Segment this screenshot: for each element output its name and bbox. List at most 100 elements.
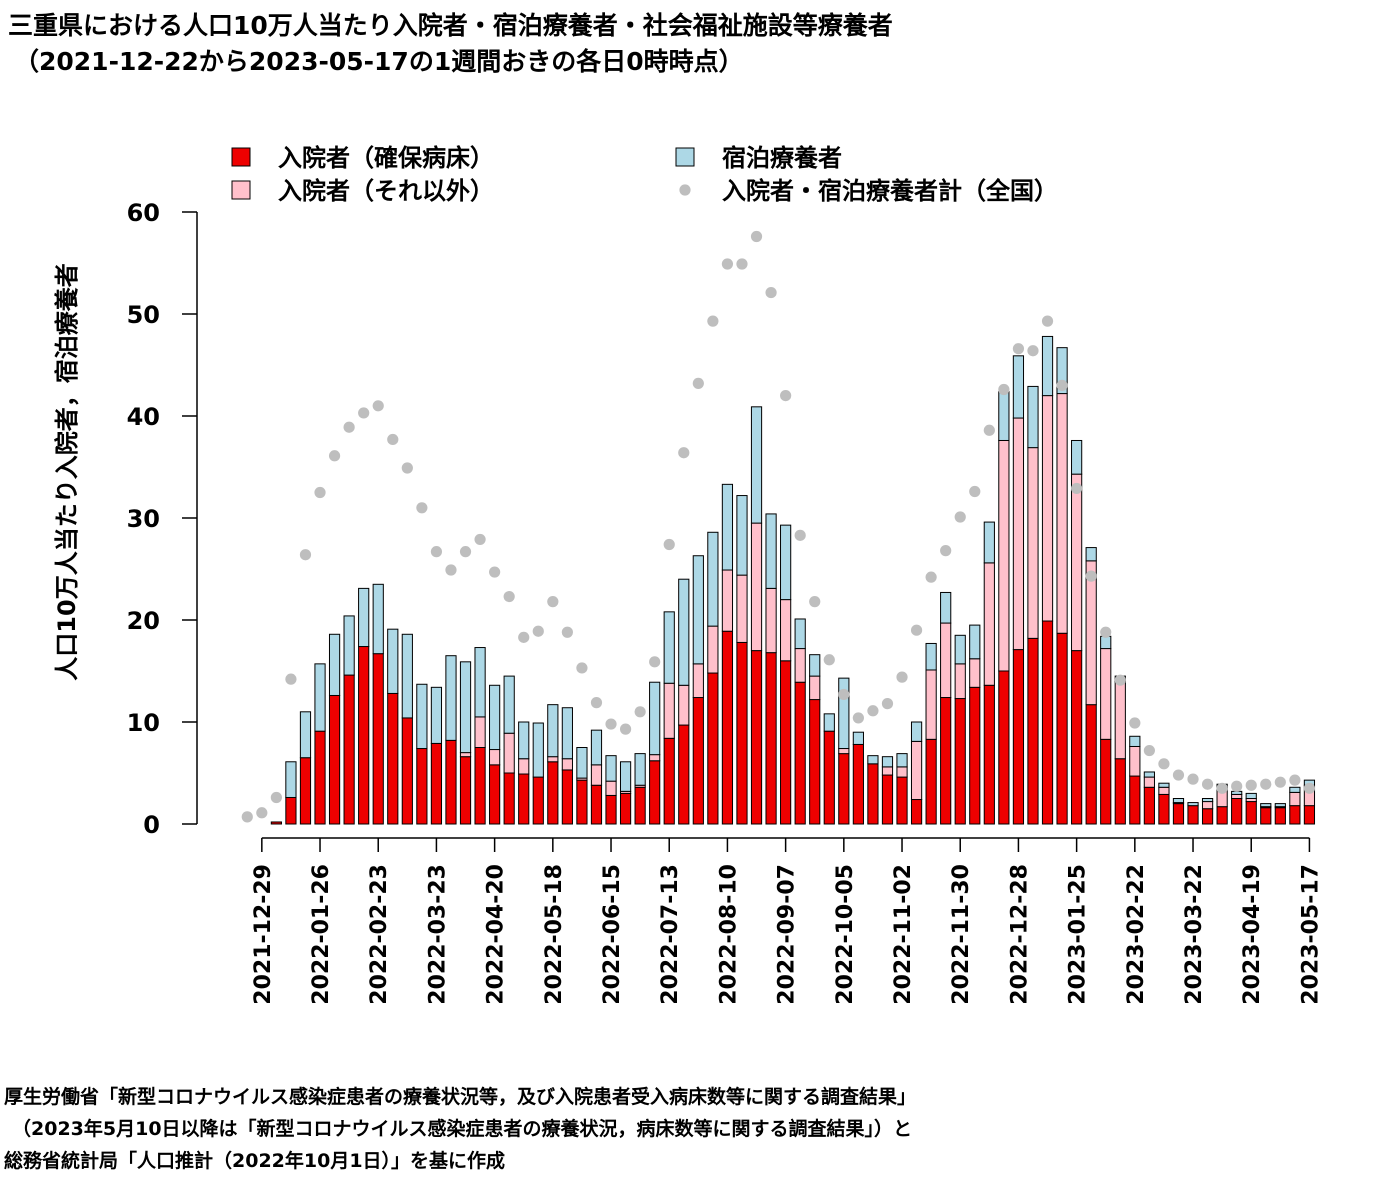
legend-swatch — [231, 147, 251, 167]
y-axis: 0 10 20 30 40 50 60 — [127, 199, 198, 839]
national-dot — [387, 433, 399, 446]
bar-hosp-secured — [838, 753, 850, 825]
x-tick-label: 2022-07-13 — [658, 864, 683, 1005]
bar-hosp-other — [1201, 801, 1214, 810]
bar-hotel — [852, 731, 864, 745]
bar-hotel — [561, 707, 573, 760]
bar-hosp-secured — [634, 786, 646, 825]
bar-hotel — [867, 755, 879, 765]
bar-hotel — [838, 677, 850, 750]
bar-hosp-secured — [692, 697, 704, 825]
national-dot — [765, 286, 777, 299]
bar-hotel — [1012, 355, 1025, 419]
national-dot — [1274, 776, 1286, 788]
bar-hosp-secured — [474, 747, 486, 825]
bar-hotel — [489, 684, 501, 751]
x-tick-label: 2022-09-07 — [775, 864, 800, 1005]
bar-hotel — [1041, 335, 1054, 397]
national-dot — [518, 631, 530, 643]
bar-hosp-secured — [1187, 805, 1199, 825]
bar-hotel — [343, 615, 355, 676]
x-tick-label: 2022-03-23 — [425, 864, 450, 1005]
bar-hosp-secured — [809, 699, 821, 825]
bar-hosp-secured — [867, 763, 879, 825]
bar-hotel — [678, 578, 690, 686]
national-dot — [750, 230, 763, 243]
bar-hosp-secured — [1274, 807, 1286, 825]
national-dot — [1158, 758, 1170, 770]
bar-hotel — [809, 654, 821, 677]
bar-hotel — [998, 391, 1010, 441]
bar-hosp-secured — [401, 717, 413, 825]
bar-hosp-other — [1085, 560, 1097, 706]
bar-hotel — [736, 495, 748, 576]
bars — [270, 335, 1316, 825]
bar-hosp-secured — [445, 739, 457, 825]
x-tick-label: 2022-01-26 — [309, 864, 334, 1005]
national-dot — [896, 671, 908, 683]
bar-hosp-other — [1289, 791, 1301, 807]
bar-hosp-secured — [430, 742, 443, 825]
bar-hotel — [969, 624, 981, 660]
bar-hotel — [1260, 803, 1272, 808]
bar-hotel — [1071, 439, 1083, 475]
national-dot — [328, 450, 341, 462]
bar-hotel — [925, 642, 937, 671]
bar-hotel — [765, 513, 777, 589]
bar-hosp-other — [969, 658, 981, 688]
bar-hotel — [663, 611, 675, 684]
national-dot — [1071, 482, 1083, 495]
national-dot — [299, 549, 312, 561]
national-dot — [459, 546, 472, 558]
national-dot — [1172, 769, 1185, 781]
national-dot — [1289, 774, 1301, 786]
national-dot — [1216, 782, 1228, 794]
x-tick-label: 2022-02-23 — [367, 864, 392, 1005]
bar-hosp-secured — [1012, 649, 1025, 825]
bar-hosp-secured — [663, 737, 675, 825]
bar-hosp-other — [459, 752, 472, 758]
national-dot — [1303, 782, 1316, 794]
x-tick-label: 2022-06-15 — [600, 864, 625, 1005]
bar-hosp-secured — [765, 652, 777, 825]
bar-hotel — [1245, 792, 1257, 800]
x-tick-label: 2022-11-30 — [949, 864, 974, 1005]
y-axis-label: 人口10万人当たり入院者，宿泊療養者 — [53, 263, 81, 680]
bar-hotel — [1158, 782, 1170, 788]
bar-hosp-secured — [416, 748, 428, 825]
bar-hosp-secured — [372, 653, 384, 825]
bar-hotel — [1172, 798, 1185, 804]
legend-dot — [679, 184, 691, 196]
national-dot — [532, 625, 544, 637]
bar-hosp-secured — [925, 738, 937, 825]
national-dot — [1231, 780, 1243, 792]
national-dot — [910, 624, 923, 636]
national-dot — [241, 811, 253, 823]
x-tick-label: 2022-05-18 — [542, 864, 567, 1005]
x-tick-label: 2023-02-22 — [1124, 864, 1149, 1005]
bar-hosp-secured — [605, 794, 617, 825]
bar-hosp-other — [1100, 648, 1112, 740]
bar-hotel — [532, 722, 544, 778]
national-dot — [678, 447, 690, 459]
bar-hosp-other — [1056, 393, 1068, 634]
bar-hosp-secured — [1172, 803, 1185, 825]
national-dot — [969, 485, 981, 498]
legend-label: 入院者・宿泊療養者計（全国） — [722, 177, 1058, 205]
bar-hotel — [1187, 802, 1199, 807]
bar-hotel — [823, 713, 835, 732]
x-tick-label: 2023-01-25 — [1066, 864, 1091, 1005]
national-dot — [445, 564, 457, 576]
bar-hotel — [896, 753, 908, 768]
bar-hosp-secured — [619, 792, 632, 825]
national-dot — [838, 688, 850, 701]
bar-hotel — [707, 531, 719, 627]
bar-hosp-secured — [1100, 738, 1112, 825]
bar-hotel — [1056, 347, 1068, 395]
bar-hosp-secured — [998, 670, 1010, 825]
bar-hotel — [692, 555, 704, 665]
bar-hotel — [314, 663, 326, 732]
bar-hosp-other — [780, 599, 792, 662]
bar-hosp-secured — [532, 776, 544, 825]
national-dot — [998, 383, 1010, 396]
